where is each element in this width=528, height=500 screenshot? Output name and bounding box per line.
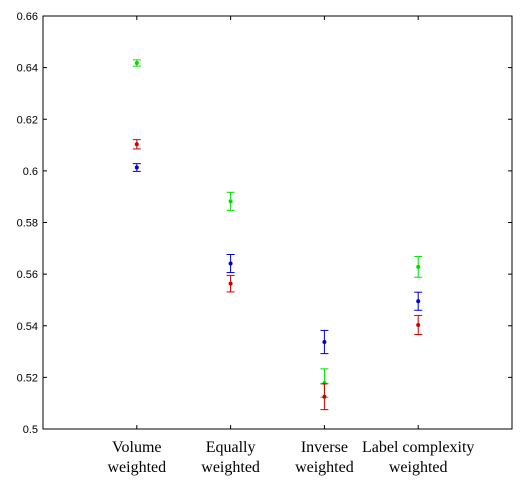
data-point xyxy=(134,142,139,147)
y-tick-label: 0.56 xyxy=(17,269,38,281)
error-bar-point xyxy=(320,329,329,355)
data-point xyxy=(228,281,233,286)
x-axis: Volume weighted Equally weighted Inverse weig… xyxy=(107,16,474,476)
x-category-label: Volume xyxy=(112,439,161,456)
y-tick-label: 0.6 xyxy=(23,166,38,178)
plot-frame xyxy=(42,15,513,430)
data-point xyxy=(416,322,421,327)
data-point xyxy=(228,199,233,204)
y-axis: 0.5 0.52 0.54 0.56 0.58 0.6 0.62 0.64 0.66 xyxy=(17,11,512,436)
y-tick-label: 0.66 xyxy=(17,11,38,23)
x-category-label: weighted xyxy=(389,459,448,476)
data-point xyxy=(322,394,327,399)
data-point xyxy=(228,261,233,266)
data-point xyxy=(416,299,421,304)
y-tick-label: 0.5 xyxy=(23,424,38,436)
error-bar-point xyxy=(414,291,423,311)
data-marks xyxy=(132,59,423,411)
x-category-label: Label complexity xyxy=(362,439,474,456)
error-bar-point xyxy=(132,59,141,67)
data-point xyxy=(416,264,421,269)
y-tick-label: 0.58 xyxy=(17,218,38,230)
y-tick-label: 0.64 xyxy=(17,63,38,75)
x-category-label: weighted xyxy=(295,459,354,476)
error-bar-point xyxy=(414,314,423,336)
error-bar-point xyxy=(132,139,141,150)
error-bar-point xyxy=(132,163,141,172)
error-bar-point xyxy=(414,256,423,278)
error-bar-point xyxy=(226,191,235,211)
error-bar-point xyxy=(226,254,235,274)
y-tick-label: 0.62 xyxy=(17,114,38,126)
x-category-label: weighted xyxy=(107,459,166,476)
error-bar-point xyxy=(226,274,235,293)
y-tick-label: 0.54 xyxy=(17,321,38,333)
x-category-label: weighted xyxy=(201,459,260,476)
data-point xyxy=(134,165,139,170)
y-tick-label: 0.52 xyxy=(17,372,38,384)
data-point xyxy=(322,340,327,345)
x-category-label: Equally xyxy=(206,439,256,456)
x-category-label: Inverse xyxy=(301,439,348,456)
data-point xyxy=(134,60,139,65)
error-bar-point xyxy=(320,383,329,411)
